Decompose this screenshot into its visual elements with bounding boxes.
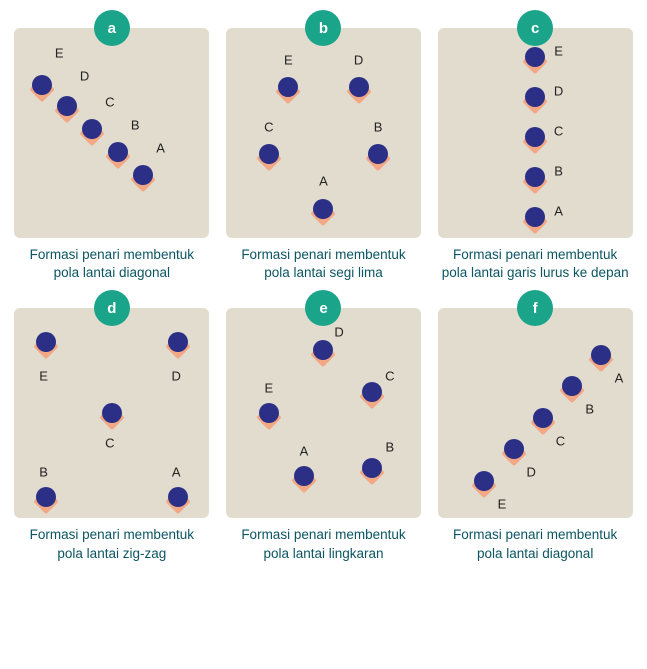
dancer-label: D — [334, 324, 343, 339]
dancer-dot-icon — [168, 487, 188, 507]
dancer-label: D — [354, 52, 363, 67]
badge-label: f — [533, 300, 538, 317]
dancer-dot-icon — [362, 458, 382, 478]
panel-canvas-b: E D C B A — [226, 28, 421, 238]
badge-label: c — [531, 20, 539, 37]
panel-caption: Formasi penari membentuk pola lantai dia… — [17, 246, 207, 282]
dancer-label: C — [385, 368, 394, 383]
dancer-label: E — [284, 52, 293, 67]
panel-badge-d: d — [94, 290, 130, 326]
badge-label: b — [319, 20, 328, 37]
dancer-dot-icon — [504, 439, 524, 459]
panel-badge-e: e — [305, 290, 341, 326]
dancer-label: D — [527, 465, 536, 480]
panel-caption: Formasi penari membentuk pola lantai gar… — [440, 246, 630, 282]
dancer-label: A — [300, 444, 309, 459]
dancer-label: C — [264, 119, 273, 134]
panel-a: a E D C B A Formasi penari membentuk pola lant… — [10, 10, 214, 282]
dancer-dot-icon — [57, 96, 77, 116]
dancer-label: D — [80, 69, 89, 84]
dancer-dot-icon — [313, 199, 333, 219]
dancer-dot-icon — [108, 142, 128, 162]
dancer-dot-icon — [36, 332, 56, 352]
badge-label: d — [107, 300, 116, 317]
dancer-label: B — [131, 117, 140, 132]
panel-canvas-c: E D C B A — [438, 28, 633, 238]
panel-caption: Formasi penari membentuk pola lantai zig… — [17, 526, 207, 562]
dancer-label: B — [39, 465, 48, 480]
panel-canvas-f: A B C D E — [438, 308, 633, 518]
dancer-dot-icon — [36, 487, 56, 507]
dancer-dot-icon — [525, 87, 545, 107]
dancer-label: C — [105, 435, 114, 450]
panel-badge-c: c — [517, 10, 553, 46]
dancer-dot-icon — [525, 47, 545, 67]
panel-b: b E D C B A Formasi penari membentuk pola lant… — [222, 10, 426, 282]
dancer-dot-icon — [82, 119, 102, 139]
dancer-label: A — [615, 370, 624, 385]
dancer-dot-icon — [259, 144, 279, 164]
panel-caption: Formasi penari membentuk pola lantai lin… — [228, 526, 418, 562]
dancer-label: B — [554, 163, 563, 178]
panel-c: cE D C B A Formasi penari membentuk pola lant… — [433, 10, 637, 282]
dancer-dot-icon — [102, 403, 122, 423]
badge-label: e — [319, 300, 327, 317]
panel-badge-b: b — [305, 10, 341, 46]
dancer-dot-icon — [368, 144, 388, 164]
panel-canvas-e: D C E B A — [226, 308, 421, 518]
dancer-dot-icon — [278, 77, 298, 97]
dancer-dot-icon — [259, 403, 279, 423]
dancer-label: D — [554, 84, 563, 99]
dancer-label: A — [156, 140, 165, 155]
dancer-label: E — [55, 46, 64, 61]
dancer-label: A — [172, 465, 181, 480]
dancer-dot-icon — [133, 165, 153, 185]
dancer-label: D — [171, 368, 180, 383]
dancer-label: A — [319, 174, 328, 189]
dancer-label: B — [585, 402, 594, 417]
dancer-dot-icon — [533, 408, 553, 428]
dancer-dot-icon — [591, 345, 611, 365]
dancer-label: C — [556, 433, 565, 448]
dancer-label: E — [265, 381, 274, 396]
dancer-dot-icon — [525, 207, 545, 227]
panel-badge-a: a — [94, 10, 130, 46]
dancer-dot-icon — [313, 340, 333, 360]
dancer-label: A — [554, 203, 563, 218]
dancer-label: C — [554, 123, 563, 138]
dancer-label: E — [498, 496, 507, 511]
dancer-dot-icon — [525, 127, 545, 147]
dancer-dot-icon — [562, 376, 582, 396]
dancer-dot-icon — [294, 466, 314, 486]
dancer-label: B — [374, 119, 383, 134]
panel-f: f A B C D E Formasi penari membentuk pola lant… — [433, 290, 637, 562]
panel-canvas-a: E D C B A — [14, 28, 209, 238]
dancer-dot-icon — [362, 382, 382, 402]
badge-label: a — [108, 20, 116, 37]
dancer-dot-icon — [525, 167, 545, 187]
dancer-label: E — [554, 44, 563, 59]
panel-badge-f: f — [517, 290, 553, 326]
dancer-dot-icon — [32, 75, 52, 95]
dancer-dot-icon — [349, 77, 369, 97]
dancer-dot-icon — [168, 332, 188, 352]
panel-canvas-d: E D C B A — [14, 308, 209, 518]
diagram-grid: a E D C B A Formasi penari membentuk pola lant… — [10, 10, 637, 563]
panel-caption: Formasi penari membentuk pola lantai seg… — [228, 246, 418, 282]
panel-e: eD C E B A Formasi penari membentuk pola lant… — [222, 290, 426, 562]
dancer-dot-icon — [474, 471, 494, 491]
dancer-label: E — [39, 368, 48, 383]
panel-d: d E D C B A Formasi penari membentuk pola lant… — [10, 290, 214, 562]
panel-caption: Formasi penari membentuk pola lantai dia… — [440, 526, 630, 562]
dancer-label: B — [385, 440, 394, 455]
dancer-label: C — [105, 94, 114, 109]
